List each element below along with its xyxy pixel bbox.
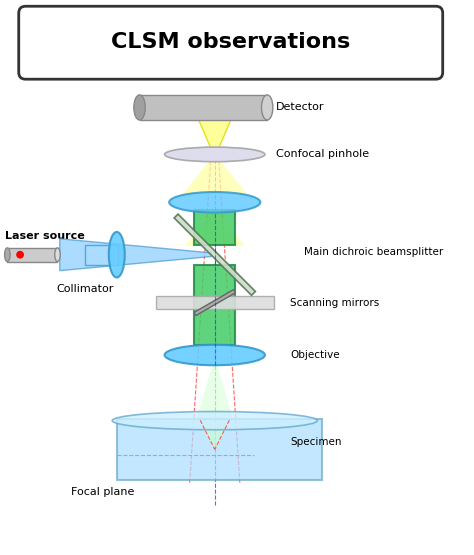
Text: Detector: Detector: [276, 103, 325, 113]
Polygon shape: [194, 290, 236, 316]
Text: Laser source: Laser source: [5, 231, 85, 241]
Polygon shape: [199, 421, 231, 448]
Text: Scanning mirrors: Scanning mirrors: [290, 297, 379, 307]
Text: Collimator: Collimator: [56, 284, 114, 294]
Circle shape: [17, 251, 23, 258]
Bar: [139, 95, 267, 120]
Ellipse shape: [164, 147, 265, 162]
Text: Confocal pinhole: Confocal pinhole: [276, 149, 369, 159]
Ellipse shape: [109, 232, 125, 278]
Text: CLSM observations: CLSM observations: [111, 32, 350, 52]
Ellipse shape: [55, 248, 60, 261]
Text: Specimen: Specimen: [290, 437, 341, 447]
Polygon shape: [183, 157, 246, 194]
Ellipse shape: [169, 192, 260, 213]
Text: Focal plane: Focal plane: [71, 487, 135, 497]
Bar: [155, 296, 274, 309]
Polygon shape: [197, 365, 233, 419]
Bar: [194, 265, 235, 345]
Ellipse shape: [164, 345, 265, 365]
Bar: [194, 210, 235, 245]
Ellipse shape: [262, 95, 273, 120]
FancyBboxPatch shape: [19, 6, 443, 79]
Polygon shape: [174, 214, 255, 295]
Polygon shape: [185, 211, 245, 246]
Bar: [117, 419, 322, 481]
Text: Objective: Objective: [290, 350, 339, 360]
Bar: [85, 245, 118, 265]
Polygon shape: [199, 120, 231, 152]
Text: Main dichroic beamsplitter: Main dichroic beamsplitter: [304, 248, 443, 258]
Ellipse shape: [112, 411, 317, 430]
Polygon shape: [60, 239, 211, 271]
Ellipse shape: [134, 95, 145, 120]
Ellipse shape: [5, 248, 10, 261]
Bar: [7, 248, 57, 261]
